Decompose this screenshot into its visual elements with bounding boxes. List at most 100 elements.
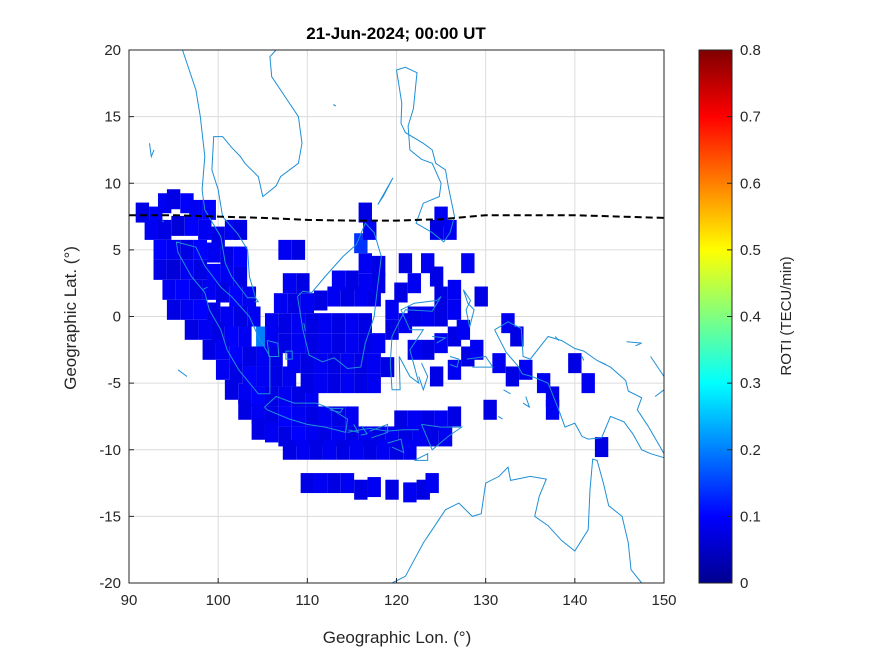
- roti-pixel: [211, 322, 225, 343]
- y-tick-label: 20: [104, 42, 121, 59]
- roti-pixel: [429, 366, 444, 387]
- roti-pixel: [305, 333, 319, 354]
- roti-pixel: [189, 199, 203, 220]
- roti-pixel: [403, 482, 417, 503]
- roti-pixel: [166, 299, 181, 320]
- roti-pixel: [519, 359, 533, 380]
- roti-pixel: [358, 202, 372, 223]
- roti-pixel: [340, 473, 355, 494]
- roti-pixel: [305, 406, 319, 427]
- roti-pixel: [327, 286, 341, 307]
- roti-pixel: [331, 270, 346, 291]
- coastline: [581, 356, 585, 361]
- roti-pixel: [327, 373, 341, 394]
- roti-pixel: [327, 473, 341, 494]
- roti-pixel: [296, 439, 310, 460]
- roti-pixel: [371, 255, 386, 276]
- coastline: [369, 423, 389, 439]
- coastline: [332, 104, 337, 107]
- roti-pixel: [224, 379, 239, 400]
- roti-pixel: [180, 299, 194, 320]
- roti-pixel: [278, 313, 292, 334]
- roti-pixel: [220, 266, 234, 287]
- roti-pixel: [345, 270, 359, 291]
- roti-pixel: [242, 366, 257, 387]
- roti-pixel: [336, 439, 350, 460]
- coastline: [626, 341, 642, 347]
- roti-pixel: [331, 313, 346, 334]
- roti-pixel: [492, 353, 506, 374]
- roti-pixel: [407, 273, 422, 294]
- roti-pixel: [389, 439, 404, 460]
- coastline: [201, 286, 208, 291]
- roti-pixel: [264, 422, 279, 443]
- y-axis-ticks: 20 15 10 5 0 -5 -10 -15 -20: [99, 42, 134, 592]
- roti-pixel: [273, 293, 288, 314]
- y-axis-label: Geographic Lat. (°): [61, 246, 80, 390]
- coastline: [297, 222, 382, 370]
- roti-pixel: [184, 215, 199, 236]
- roti-pixel: [189, 279, 203, 300]
- roti-pixel: [314, 373, 328, 394]
- coastline: [264, 395, 349, 434]
- roti-pixel: [568, 353, 582, 374]
- colorbar-tick-label: 0.2: [740, 442, 761, 459]
- roti-pixel: [398, 253, 413, 274]
- roti-pixel: [545, 399, 560, 420]
- roti-pixel: [291, 313, 306, 334]
- roti-pixel: [269, 366, 283, 387]
- roti-pixel: [412, 426, 426, 447]
- y-tick-label: -5: [108, 375, 121, 392]
- roti-pixel: [264, 406, 279, 427]
- coastline: [285, 350, 293, 360]
- roti-pixel: [233, 306, 248, 327]
- coastline: [177, 369, 188, 377]
- coastline: [182, 49, 303, 299]
- colorbar-tick-label: 0.3: [740, 375, 761, 392]
- y-tick-label: -20: [99, 575, 121, 592]
- roti-pixel: [367, 477, 381, 498]
- roti-pixel: [434, 306, 448, 327]
- roti-pixels: [135, 189, 609, 503]
- colorbar-label: ROTI (TECU/min): [778, 256, 795, 375]
- roti-pixel: [193, 299, 208, 320]
- y-tick-label: 15: [104, 109, 121, 126]
- roti-pixel: [447, 299, 462, 320]
- coastline: [432, 336, 448, 344]
- roti-pixel: [309, 439, 323, 460]
- roti-pixel: [345, 406, 359, 427]
- roti-pixel: [367, 353, 381, 374]
- x-tick-label: 120: [384, 592, 409, 609]
- roti-pixel: [171, 215, 185, 236]
- roti-pixel: [594, 437, 609, 458]
- roti-pixel: [157, 219, 172, 240]
- roti-pixel: [251, 419, 265, 440]
- roti-pixel: [331, 333, 346, 354]
- roti-pixel: [340, 353, 355, 374]
- roti-pixel: [238, 326, 252, 347]
- roti-pixel: [153, 259, 167, 280]
- roti-pixel: [318, 313, 332, 334]
- roti-pixel: [358, 253, 372, 274]
- roti-pixel: [354, 353, 368, 374]
- roti-pixel: [291, 333, 306, 354]
- roti-pixel: [345, 313, 359, 334]
- roti-pixel: [385, 479, 399, 500]
- colorbar-tick-label: 0.8: [740, 42, 761, 59]
- roti-pixel: [207, 242, 221, 263]
- roti-pixel: [358, 273, 372, 294]
- roti-pixel: [305, 313, 319, 334]
- roti-pixel: [314, 353, 328, 374]
- roti-pixel: [425, 473, 439, 494]
- roti-pixel: [220, 306, 234, 327]
- roti-pixel: [233, 246, 248, 267]
- colorbar-tick-label: 0.5: [740, 242, 761, 259]
- coastline: [522, 396, 531, 409]
- roti-pixel: [229, 286, 243, 307]
- colorbar-tick-label: 0: [740, 575, 748, 592]
- coastline: [599, 361, 607, 365]
- roti-pixel: [447, 359, 462, 380]
- roti-pixel: [434, 410, 448, 431]
- roti-pixel: [242, 346, 257, 367]
- x-axis-label: Geographic Lon. (°): [323, 628, 472, 647]
